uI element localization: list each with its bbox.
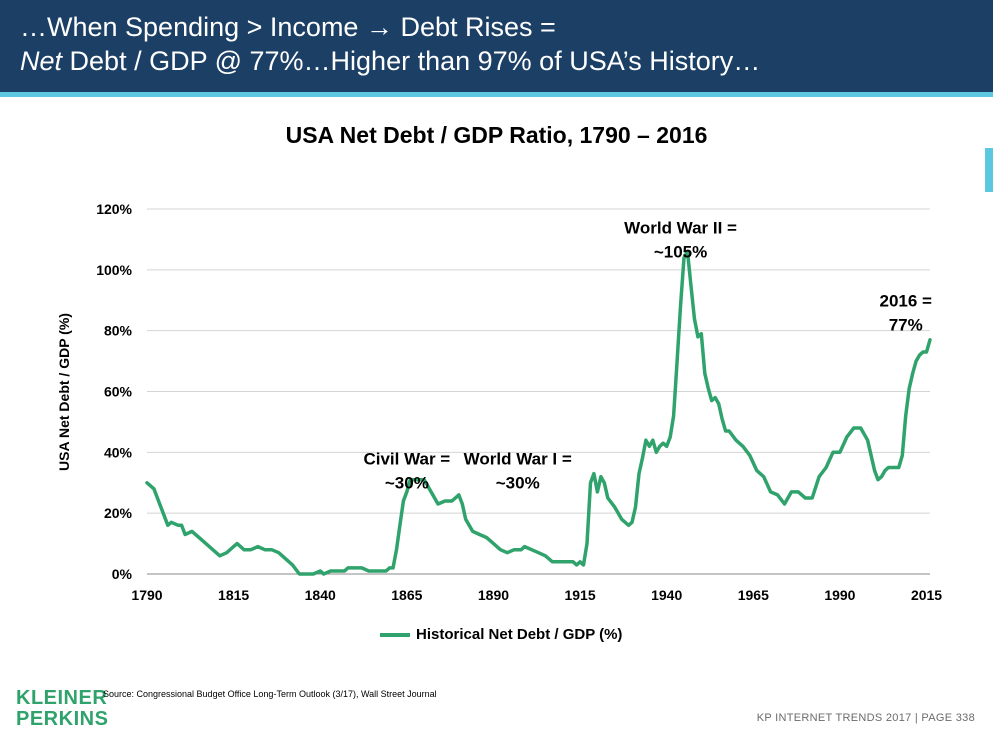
logo-line-2: PERKINS [16, 708, 109, 730]
header-line-1: …When Spending > Income → Debt Rises = [20, 12, 556, 42]
header-line-2-rest: Debt / GDP @ 77%…Higher than 97% of USA’… [62, 46, 761, 76]
x-tick-label: 1865 [391, 587, 422, 603]
y-tick-label: 100% [96, 262, 132, 278]
x-tick-label: 1965 [738, 587, 769, 603]
y-tick-label: 80% [104, 323, 133, 339]
x-tick-label: 1915 [564, 587, 595, 603]
x-tick-label: 1790 [131, 587, 162, 603]
chart-annotation: ~30% [496, 474, 540, 493]
y-tick-label: 0% [112, 566, 133, 582]
chart-title: USA Net Debt / GDP Ratio, 1790 – 2016 [285, 122, 708, 148]
x-tick-label: 1840 [305, 587, 336, 603]
x-tick-label: 2015 [911, 587, 942, 603]
side-accent-tab [985, 148, 993, 192]
page-footer: KP INTERNET TRENDS 2017 | PAGE 338 [756, 712, 975, 724]
header-line-2: Net Debt / GDP @ 77%…Higher than 97% of … [20, 44, 760, 78]
y-tick-label: 60% [104, 384, 133, 400]
chart-annotation: 77% [889, 315, 923, 334]
x-tick-label: 1815 [218, 587, 249, 603]
legend-label: Historical Net Debt / GDP (%) [416, 626, 623, 643]
chart-annotation: 2016 = [880, 291, 933, 310]
chart-annotation: Civil War = [363, 450, 450, 469]
source-note: Source: Congressional Budget Office Long… [103, 689, 437, 699]
logo-line-1: KLEINER [16, 687, 108, 709]
series-line [145, 249, 932, 576]
chart-legend: Historical Net Debt / GDP (%) [380, 626, 622, 643]
legend-line-swatch [380, 632, 410, 637]
y-axis-label: USA Net Debt / GDP (%) [56, 313, 72, 471]
kleiner-perkins-logo: KLEINER PERKINS [16, 688, 108, 730]
y-tick-label: 120% [96, 201, 132, 217]
chart-annotation: World War I = [464, 450, 572, 469]
header-accent-bar [0, 92, 993, 97]
chart-annotation: ~105% [654, 242, 707, 261]
x-tick-label: 1940 [651, 587, 682, 603]
chart-annotation: World War II = [624, 218, 737, 237]
x-tick-label: 1990 [824, 587, 855, 603]
slide-header: …When Spending > Income → Debt Rises = N… [0, 0, 993, 92]
x-tick-label: 1890 [478, 587, 509, 603]
chart-annotation: ~30% [385, 474, 429, 493]
header-net-word: Net [20, 46, 63, 76]
y-tick-label: 20% [104, 505, 133, 521]
y-tick-label: 40% [104, 444, 133, 460]
